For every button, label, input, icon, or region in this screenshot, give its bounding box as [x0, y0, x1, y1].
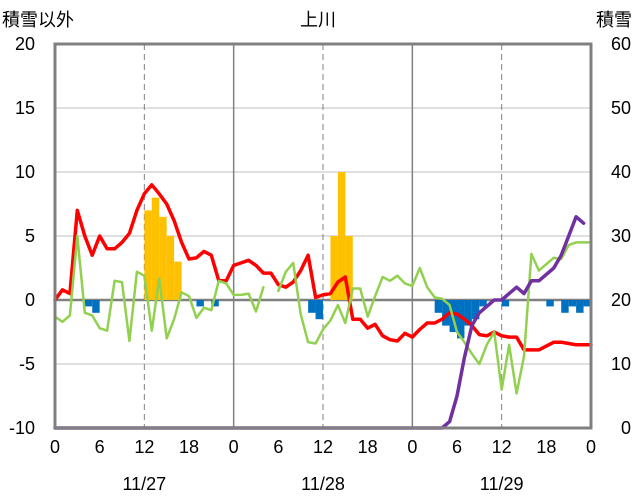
x-tick-label: 12 — [492, 437, 512, 457]
x-tick-label: 12 — [134, 437, 154, 457]
bar-negative — [471, 300, 480, 320]
bar-positive — [159, 216, 167, 300]
right-tick-label: 20 — [611, 290, 631, 310]
right-tick-label: 40 — [611, 162, 631, 182]
right-tick-label: 60 — [611, 34, 631, 54]
left-tick-label: 10 — [15, 162, 35, 182]
x-tick-label: 18 — [358, 437, 378, 457]
date-label: 11/28 — [301, 474, 345, 494]
bar-positive — [345, 236, 353, 300]
right-tick-label: 30 — [611, 226, 631, 246]
bar-negative — [92, 300, 100, 313]
grid — [55, 43, 591, 429]
bar-positive — [166, 236, 175, 300]
series-line-1 — [53, 234, 265, 343]
bar-negative — [211, 300, 219, 307]
right-tick-label: 10 — [611, 354, 631, 374]
bar-negative — [308, 300, 316, 313]
series-lines — [53, 183, 593, 430]
bar-negative — [442, 300, 450, 326]
date-label: 11/29 — [480, 474, 524, 494]
bar-negative — [464, 300, 472, 326]
series-line-1 — [277, 241, 593, 395]
x-tick-label: 0 — [50, 437, 60, 457]
axes — [53, 42, 593, 430]
bar-negative — [501, 300, 510, 307]
left-tick-label: -5 — [19, 354, 35, 374]
left-axis-title: 積雪以外 — [2, 10, 74, 30]
right-tick-label: 0 — [621, 418, 631, 438]
bar-negative — [479, 300, 487, 307]
right-axis-title: 積雪 — [596, 10, 632, 30]
bar-negative — [576, 300, 584, 313]
bar-positive — [144, 210, 152, 300]
left-tick-label: 5 — [25, 226, 35, 246]
x-tick-label: 6 — [95, 437, 105, 457]
x-tick-label: 0 — [586, 437, 596, 457]
bar-positive — [174, 261, 182, 300]
plot-frame — [53, 42, 593, 430]
bar-negative — [568, 300, 577, 307]
bar-positive — [337, 172, 346, 300]
bar-positive — [330, 236, 338, 300]
x-tick-label: 0 — [229, 437, 239, 457]
bar-negative — [434, 300, 443, 313]
bar-negative — [546, 300, 554, 307]
bar-negative — [315, 300, 323, 320]
chart-title: 上川 — [300, 10, 336, 30]
x-tick-label: 18 — [179, 437, 199, 457]
x-tick-label: 6 — [273, 437, 283, 457]
left-tick-label: -10 — [9, 418, 35, 438]
bar-negative — [457, 300, 465, 339]
bar-negative — [561, 300, 569, 313]
date-label: 11/27 — [122, 474, 166, 494]
left-tick-label: 20 — [15, 34, 35, 54]
series-line-2 — [53, 215, 586, 430]
bar-negative — [84, 300, 93, 307]
left-tick-label: 0 — [25, 290, 35, 310]
series-line-0 — [53, 183, 593, 352]
x-tick-label: 18 — [536, 437, 556, 457]
left-tick-label: 15 — [15, 98, 35, 118]
bar-negative — [583, 300, 591, 307]
x-tick-label: 12 — [313, 437, 333, 457]
bar-negative — [196, 300, 204, 307]
bar-positive — [151, 197, 160, 300]
x-tick-label: 6 — [452, 437, 462, 457]
x-tick-label: 0 — [407, 437, 417, 457]
right-tick-label: 50 — [611, 98, 631, 118]
